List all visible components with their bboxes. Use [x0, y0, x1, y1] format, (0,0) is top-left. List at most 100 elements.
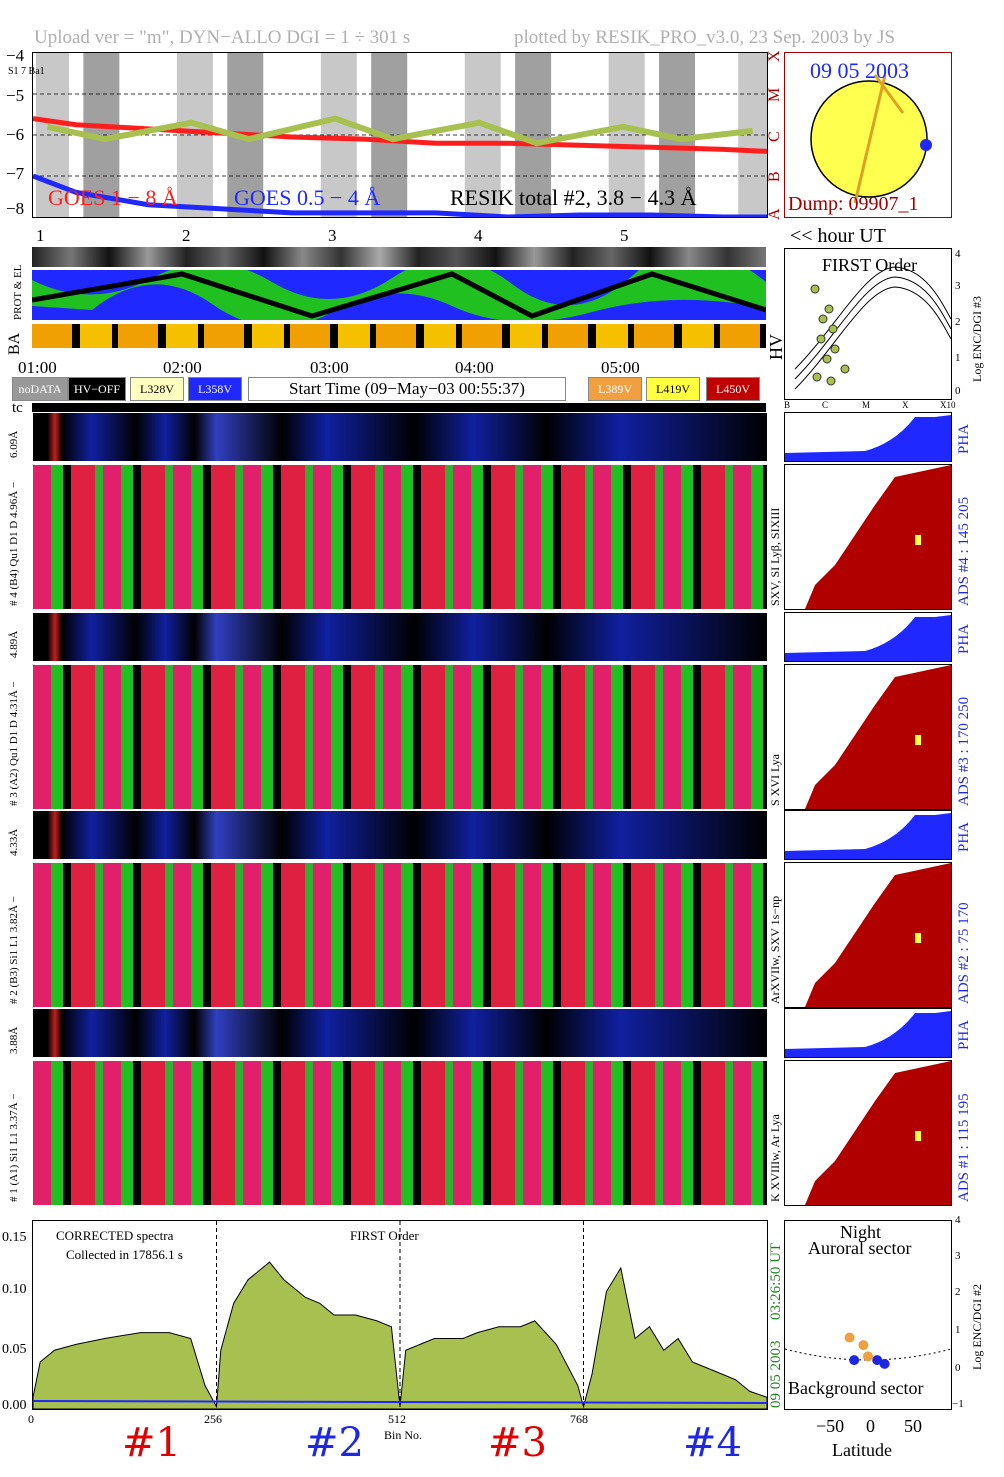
scatter-point	[810, 284, 820, 294]
hour-tick: 1	[36, 226, 45, 245]
class-letter: A	[766, 208, 783, 220]
pha-label: PHA	[956, 1019, 972, 1050]
spectrum-svg	[33, 1221, 767, 1409]
spectrum-order: FIRST Order	[350, 1228, 419, 1243]
y-tick: 1	[955, 1324, 961, 1336]
hour-tick: 3	[328, 226, 337, 245]
scatter-point	[828, 324, 838, 334]
class-letter: X	[766, 50, 783, 62]
ads-label: ADS #4 : 145 205	[956, 496, 972, 606]
legend-hvoff: HV−OFF	[68, 377, 126, 401]
time-label: 01:00	[18, 358, 57, 377]
x-tick: −50	[816, 1416, 845, 1436]
x-axis-label: Bin No.	[384, 1428, 423, 1442]
orbit-envelope	[32, 271, 766, 319]
class-letter: B	[766, 171, 783, 182]
light-curve-svg	[33, 53, 767, 217]
latitude-point	[849, 1355, 860, 1366]
ads-area	[805, 1061, 951, 1205]
pha-profile	[784, 612, 952, 662]
latitude-point	[844, 1332, 855, 1343]
ads-area	[805, 863, 951, 1007]
dump-label: Dump: 09907_1	[788, 193, 919, 215]
pha-strip	[32, 412, 768, 462]
detector-label: #3	[488, 1420, 547, 1466]
y-axis-label: Log ENC/DGI #3	[970, 296, 984, 382]
ads-profile	[784, 464, 952, 610]
first-order-panel	[784, 248, 952, 400]
line-label: ArXVIIw, SXV 1s−np	[768, 895, 782, 1004]
line-label: SXV, SI Lyβ, SIXIII	[768, 507, 782, 606]
pha-strip	[32, 612, 768, 662]
scatter-point	[840, 364, 850, 374]
legend-resik: RESIK total #2, 3.8 − 4.3 Å	[450, 185, 697, 210]
satellite-marker	[920, 139, 932, 151]
x-tick: 256	[204, 1412, 222, 1426]
latitude-point	[879, 1358, 890, 1369]
y-tick: −6	[6, 125, 25, 144]
y-tick: 0.15	[2, 1230, 27, 1245]
pha-range-label: 3.88Å	[8, 1026, 20, 1054]
ads-marker	[915, 535, 921, 545]
spectrum-title: CORRECTED spectra	[56, 1228, 174, 1243]
legend-goes-short: GOES 0.5 − 4 Å	[234, 185, 381, 210]
ads-label: ADS #1 : 115 195	[956, 1093, 972, 1202]
hour-tick: 2	[182, 226, 191, 245]
curve	[794, 286, 951, 390]
x-tick: 50	[904, 1416, 922, 1436]
legend-v5: L450V	[706, 377, 760, 401]
x-tick: X	[902, 400, 909, 410]
detector-label: #1	[122, 1420, 181, 1466]
hour-tick: 4	[474, 226, 483, 245]
y-tick: 0.10	[2, 1282, 27, 1297]
legend-v4: L419V	[646, 377, 700, 401]
pha-range-label: 4.33Å	[8, 828, 20, 856]
scatter-point	[818, 314, 828, 324]
x-tick: C	[822, 400, 829, 410]
series-line-3	[46, 115, 753, 147]
x-tick: 0	[28, 1412, 34, 1426]
auroral-label: Auroral sector	[808, 1238, 912, 1258]
ads-label: ADS #2 : 75 170	[956, 902, 972, 1004]
ads-label: ADS #3 : 170 250	[956, 696, 972, 806]
spectrogram	[32, 862, 768, 1008]
time-label: 02:00	[163, 358, 202, 377]
latitude-point	[858, 1340, 869, 1351]
time-label: 03:00	[310, 358, 349, 377]
class-letter: C	[766, 131, 783, 142]
pha-label: PHA	[956, 423, 972, 454]
time-label: 05:00	[601, 358, 640, 377]
spectrum-area	[33, 1261, 767, 1409]
legend-nodata: noDATA	[12, 377, 68, 401]
pha-profile	[784, 1008, 952, 1058]
ads-marker	[915, 1131, 921, 1141]
series-line-1	[33, 116, 767, 154]
scatter-point	[830, 344, 840, 354]
spectrum-date: 09 05 2003	[768, 1340, 784, 1409]
tc-label: tc	[12, 400, 23, 416]
spectrogram-label: # 2 (B3) Si1 L1 3.82Å −	[8, 896, 20, 1004]
plot-credit: plotted by RESIK_PRO_v3.0, 23 Sep. 2003 …	[514, 27, 896, 48]
ads-profile	[784, 862, 952, 1008]
y-tick: 0	[955, 1362, 961, 1374]
legend-v1: L328V	[130, 377, 184, 401]
x-axis-label: Latitude	[832, 1440, 892, 1460]
background-line	[33, 1400, 767, 1404]
x-tick: X10	[940, 400, 956, 410]
start-time: Start Time (09−May−03 00:55:37)	[248, 377, 566, 401]
detector-label: #2	[305, 1420, 364, 1466]
orbit-track	[873, 74, 905, 114]
tc-strip	[32, 403, 766, 412]
ba-strip	[32, 324, 766, 348]
hour-tick: 5	[620, 226, 629, 245]
y-tick: 3	[955, 280, 961, 292]
pha-label: PHA	[956, 821, 972, 852]
corner-label: S1 7 Ba1	[8, 66, 45, 77]
curve	[794, 276, 951, 380]
y-tick: 2	[955, 1286, 961, 1298]
x-tick: 0	[866, 1416, 875, 1436]
prot-label: PROT & EL	[12, 264, 24, 320]
x-tick: B	[784, 400, 791, 410]
sun-date: 09 05 2003	[810, 58, 909, 83]
y-tick: −4	[6, 46, 25, 65]
